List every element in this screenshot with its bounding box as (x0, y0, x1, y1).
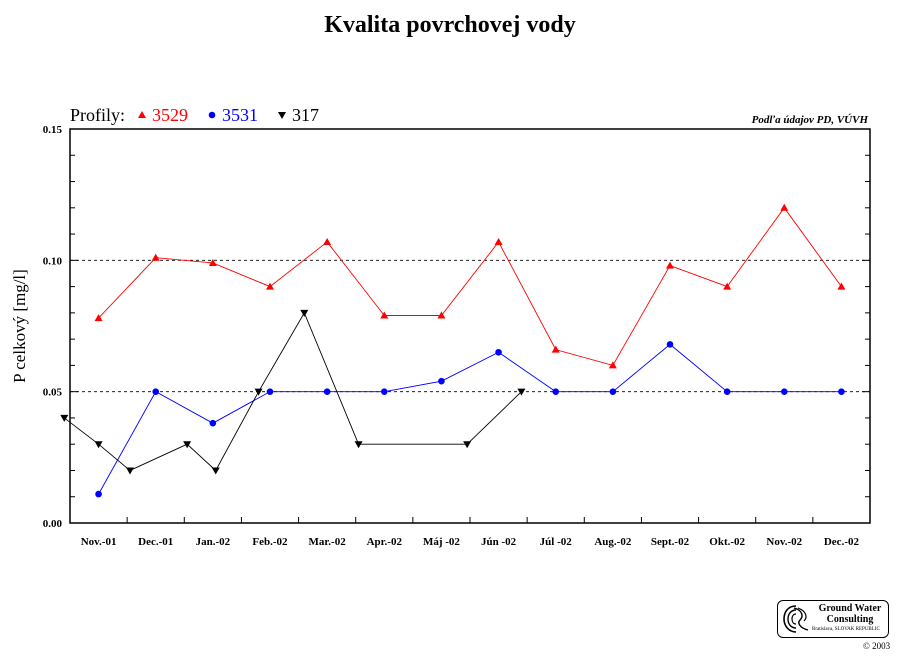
x-tick-label: Okt.-02 (709, 536, 745, 548)
x-tick-label: Dec.-02 (824, 536, 860, 548)
data-point-circle (266, 388, 274, 395)
series-group (60, 203, 846, 498)
data-point-triangle-down (254, 388, 263, 396)
x-tick-label: Aug.-02 (594, 536, 631, 548)
x-tick-label: Dec.-01 (138, 536, 173, 548)
series-line-3531 (98, 343, 842, 495)
data-point-circle (152, 388, 160, 395)
data-point-triangle-up (666, 261, 674, 269)
y-axis-label: P celkový [mg/l] (10, 269, 29, 383)
series-line-317 (64, 311, 522, 472)
x-tick-label: Feb.-02 (252, 536, 288, 548)
data-point-circle (438, 377, 445, 385)
axis-ticks: 0.00 0.05 0.10 0.15 Nov.-01 Dec.-01 Jan.-02 Feb… (43, 124, 871, 548)
x-tick-label: Júl -02 (540, 536, 573, 548)
data-point-circle (609, 388, 617, 395)
wave-emblem-icon (783, 605, 809, 633)
plot-area (69, 128, 871, 524)
y-tick-label: 0.05 (43, 387, 63, 399)
legend: Profily: 3529 3531 317 (70, 105, 319, 125)
data-point-triangle-up (437, 311, 446, 319)
data-point-triangle-down (278, 112, 286, 119)
data-point-circle (495, 348, 502, 356)
x-tick-label: Jún -02 (481, 536, 517, 548)
data-point-circle (208, 111, 216, 119)
x-tick-label: Mar.-02 (309, 536, 347, 548)
x-tick-label: Jan.-02 (196, 536, 231, 548)
data-point-circle (552, 388, 560, 395)
data-point-triangle-up (94, 314, 103, 322)
legend-label: 317 (292, 105, 319, 125)
data-point-triangle-down (126, 467, 134, 475)
legend-title: Profily: (70, 105, 125, 125)
data-point-triangle-up (323, 237, 332, 245)
y-tick-label: 0.10 (43, 255, 63, 267)
data-point-triangle-up (494, 237, 503, 245)
x-tick-label: Apr.-02 (367, 536, 403, 548)
data-point-circle (838, 388, 845, 395)
y-tick-label: 0.15 (43, 124, 63, 136)
data-point-circle (723, 388, 731, 395)
logo-name-line2: Consulting (826, 614, 874, 625)
data-point-triangle-down (60, 414, 69, 422)
data-point-circle (95, 490, 102, 498)
data-point-triangle-up (780, 203, 789, 211)
logo-location: Bratislava, SLOVAK REPUBLIC (812, 627, 880, 632)
data-point-triangle-up (208, 258, 217, 266)
legend-item-3531: 3531 (208, 105, 258, 125)
data-point-triangle-up (380, 311, 389, 319)
data-point-triangle-up (151, 253, 160, 261)
data-point-triangle-up (266, 282, 274, 290)
legend-item-3529: 3529 (138, 105, 188, 125)
x-tick-label: Nov.-01 (81, 536, 117, 548)
data-point-circle (209, 419, 217, 427)
data-point-circle (780, 388, 788, 395)
logo-name-line1: Ground Water (818, 603, 882, 614)
gridlines (70, 259, 870, 393)
x-tick-label: Sept.-02 (651, 536, 690, 548)
chart-title: Kvalita povrchovej vody (324, 12, 576, 38)
legend-item-317: 317 (278, 105, 319, 125)
data-point-triangle-up (138, 111, 146, 118)
data-point-triangle-down (354, 441, 363, 449)
data-point-triangle-up (723, 282, 732, 290)
data-point-triangle-up (837, 282, 846, 290)
data-source-credit: Podľa údajov PD, VÚVH (751, 114, 868, 126)
data-point-triangle-down (94, 441, 103, 449)
data-point-circle (323, 388, 331, 395)
y-tick-label: 0.00 (43, 518, 63, 530)
series-line-3529 (98, 207, 842, 366)
series-3529 (94, 203, 846, 369)
data-point-triangle-down (463, 441, 472, 449)
x-tick-label: Máj -02 (423, 536, 460, 548)
data-point-triangle-down (211, 467, 220, 475)
data-point-triangle-up (551, 345, 560, 353)
data-point-triangle-down (183, 441, 192, 449)
data-point-triangle-down (517, 388, 526, 396)
data-point-circle (666, 341, 674, 348)
data-point-circle (380, 388, 388, 395)
series-3531 (95, 341, 845, 498)
x-tick-label: Nov.-02 (766, 536, 802, 548)
data-point-triangle-up (608, 361, 617, 369)
ground-water-consulting-logo: Ground Water Consulting Bratislava, SLOV… (777, 600, 889, 638)
legend-label: 3529 (152, 105, 188, 125)
series-317 (60, 309, 526, 475)
data-point-triangle-down (300, 309, 309, 317)
copyright-notice: © 2003 (863, 641, 891, 651)
legend-label: 3531 (222, 105, 258, 125)
